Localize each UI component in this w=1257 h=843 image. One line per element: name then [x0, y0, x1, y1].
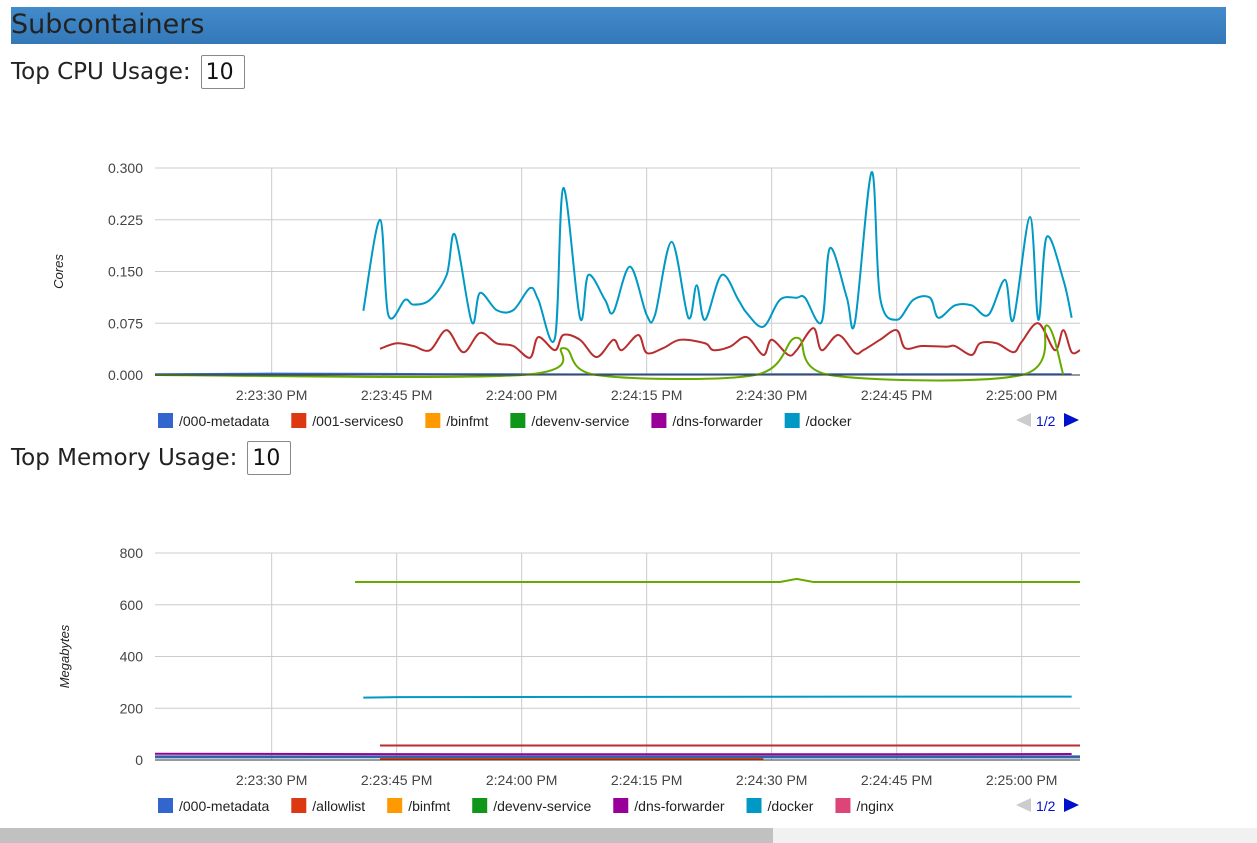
memory-usage-chart: 0 200 400 600 800 2:23:30 PM 2:23:45 PM 2:24:00… [57, 545, 1080, 814]
x-tick-label: 2:24:00 PM [486, 387, 558, 403]
legend-label: /001-services0 [312, 413, 403, 429]
y-tick-label: 0.000 [108, 367, 143, 383]
y-axis-label: Cores [51, 254, 66, 289]
x-tick-label: 2:24:30 PM [736, 772, 808, 788]
legend-label: /allowlist [312, 798, 365, 814]
legend-swatch [291, 798, 307, 813]
y-tick-label: 400 [120, 649, 144, 665]
legend-swatch [158, 413, 173, 428]
legend-swatch [510, 413, 526, 428]
legend-label: /binfmt [446, 413, 488, 429]
x-tick-label: 2:24:30 PM [736, 387, 808, 403]
legend-label: /docker [806, 413, 852, 429]
series-line [154, 324, 1065, 382]
section-header: Subcontainers [11, 7, 1226, 44]
x-tick-label: 2:23:45 PM [361, 772, 433, 788]
series-line [363, 695, 1072, 699]
y-tick-label: 0.300 [108, 160, 143, 176]
y-tick-label: 0.075 [108, 315, 143, 331]
legend-label: /dns-forwarder [634, 798, 725, 814]
legend-page-indicator: 1/2 [1036, 413, 1056, 429]
x-tick-label: 2:24:15 PM [611, 387, 683, 403]
x-tick-label: 2:25:00 PM [986, 772, 1058, 788]
memory-section-heading: Top Memory Usage: [11, 441, 292, 475]
x-tick-label: 2:23:30 PM [236, 387, 308, 403]
legend-swatch [613, 798, 629, 813]
top-cpu-count-input[interactable] [200, 55, 245, 89]
top-memory-count-input[interactable] [247, 441, 292, 475]
series-line [379, 322, 1081, 359]
cpu-section-heading: Top CPU Usage: [11, 55, 245, 89]
legend-swatch [291, 413, 307, 428]
legend-label: /000-metadata [179, 413, 269, 429]
legend-swatch [835, 798, 851, 813]
legend-label: /dns-forwarder [672, 413, 763, 429]
y-tick-label: 600 [120, 597, 144, 613]
x-tick-label: 2:24:00 PM [486, 772, 558, 788]
legend-next-page-icon[interactable] [1064, 413, 1079, 427]
legend-label: /000-metadata [179, 798, 269, 814]
legend-swatch [746, 798, 762, 813]
y-tick-label: 800 [120, 545, 144, 561]
cpu-label: Top CPU Usage: [11, 59, 191, 85]
x-tick-label: 2:24:45 PM [861, 387, 933, 403]
legend-prev-page-icon[interactable] [1016, 413, 1031, 427]
series-line [154, 372, 1072, 376]
legend-swatch [651, 413, 667, 428]
x-tick-label: 2:23:30 PM [236, 772, 308, 788]
x-tick-label: 2:23:45 PM [361, 387, 433, 403]
legend-swatch [472, 798, 488, 813]
legend-swatch [784, 413, 800, 428]
x-tick-label: 2:24:15 PM [611, 772, 683, 788]
y-tick-label: 0 [135, 752, 143, 768]
legend-label: /devenv-service [493, 798, 591, 814]
legend-label: /docker [768, 798, 814, 814]
legend-swatch [158, 798, 173, 813]
series-line [355, 577, 1080, 583]
series-line [154, 752, 1072, 756]
y-axis-label: Megabytes [57, 624, 72, 688]
legend-label: /devenv-service [531, 413, 629, 429]
legend-page-indicator: 1/2 [1036, 798, 1056, 814]
y-tick-label: 0.150 [108, 264, 143, 280]
memory-label: Top Memory Usage: [11, 445, 238, 471]
legend-swatch [387, 798, 403, 813]
legend-swatch [425, 413, 441, 428]
cpu-usage-chart: 0.000 0.075 0.150 0.225 0.300 2:23:30 PM 2:23:… [51, 160, 1081, 429]
scrollbar-thumb[interactable] [0, 828, 773, 843]
legend-prev-page-icon[interactable] [1016, 798, 1031, 812]
y-tick-label: 0.225 [108, 212, 143, 228]
legend-label: /binfmt [408, 798, 450, 814]
y-tick-label: 200 [120, 700, 144, 716]
x-tick-label: 2:25:00 PM [986, 387, 1058, 403]
page-container [11, 0, 1226, 828]
x-tick-label: 2:24:45 PM [861, 772, 933, 788]
section-title: Subcontainers [11, 9, 205, 40]
horizontal-scrollbar[interactable] [0, 828, 1257, 843]
series-line [362, 171, 1073, 343]
legend-next-page-icon[interactable] [1064, 798, 1079, 812]
legend-label: /nginx [856, 798, 893, 814]
